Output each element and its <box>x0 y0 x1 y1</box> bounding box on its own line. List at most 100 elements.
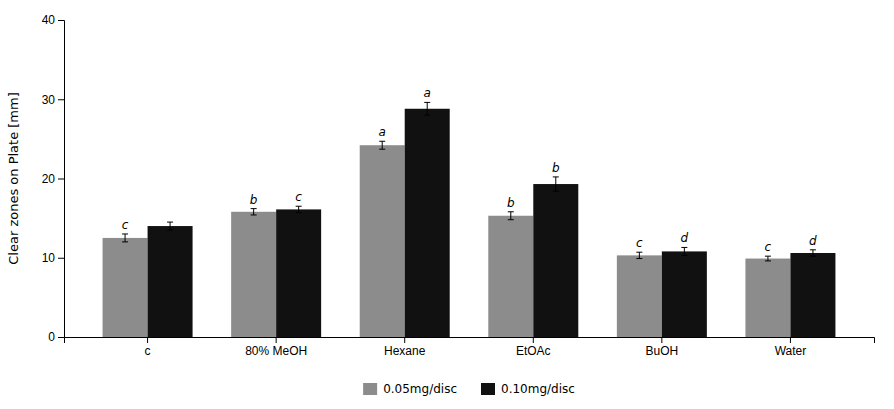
bar-label: c <box>765 240 772 254</box>
error-cap <box>636 252 642 253</box>
error-cap <box>424 115 430 116</box>
error-cap <box>765 260 771 261</box>
legend-label: 0.10mg/disc <box>501 382 575 396</box>
bar <box>790 253 835 337</box>
legend: 0.05mg/disc 0.10mg/disc <box>363 382 575 396</box>
error-cap <box>553 191 559 192</box>
error-line <box>555 177 556 191</box>
error-bar <box>765 256 771 261</box>
bar <box>148 226 193 337</box>
bar <box>103 238 148 337</box>
bar <box>360 145 405 337</box>
tick-label: c <box>145 344 151 358</box>
error-cap <box>379 141 385 142</box>
tick-mark <box>58 337 64 338</box>
bar-label: c <box>295 190 302 204</box>
bar-label: c <box>636 236 643 250</box>
series <box>148 102 836 337</box>
tick-mark <box>58 179 64 180</box>
y-tick: 20 <box>42 172 64 186</box>
bar-label: b <box>552 161 560 175</box>
tick-mark <box>404 337 405 343</box>
tick-mark <box>58 258 64 259</box>
error-cap <box>296 212 302 213</box>
bar-label: d <box>809 234 817 248</box>
bar-label: b <box>250 193 258 207</box>
error-cap <box>810 249 816 250</box>
x-tick: Hexane <box>384 337 426 358</box>
bar-label: b <box>507 196 515 210</box>
tick-mark <box>790 337 791 343</box>
x-tick: Water <box>775 337 807 358</box>
error-bar <box>122 234 128 242</box>
x-axis: c 80% MeOH Hexane EtOAc BuOH Water <box>65 337 875 358</box>
error-cap <box>810 256 816 257</box>
error-line <box>253 209 254 215</box>
error-bar <box>251 209 257 215</box>
error-line <box>170 222 171 230</box>
error-cap <box>251 214 257 215</box>
error-bar <box>296 206 302 212</box>
error-cap <box>508 219 514 220</box>
error-cap <box>122 241 128 242</box>
bar-label: a <box>379 125 386 139</box>
error-bar <box>553 177 559 191</box>
error-line <box>427 102 428 115</box>
x-tick: EtOAc <box>516 337 551 358</box>
x-tick: BuOH <box>646 337 679 358</box>
error-cap <box>296 206 302 207</box>
x-tick: c <box>145 337 151 358</box>
error-bar <box>424 102 430 115</box>
error-line <box>125 234 126 242</box>
chart: 0 10 20 30 40 c 80% MeOH Hexane EtOAc BuOH Water c b… <box>0 0 894 409</box>
error-cap <box>251 208 257 209</box>
x-tick: 80% MeOH <box>245 337 307 358</box>
error-bar <box>810 250 816 256</box>
tick-label: Water <box>775 344 807 358</box>
legend-swatch <box>363 383 377 395</box>
error-line <box>767 256 768 261</box>
plot: 0 10 20 30 40 c 80% MeOH Hexane EtOAc BuOH Water c b… <box>42 13 875 357</box>
y-tick: 10 <box>42 251 64 265</box>
tick-mark <box>58 99 64 100</box>
tick-label: 40 <box>42 13 56 27</box>
error-cap <box>122 233 128 234</box>
marks <box>103 102 836 337</box>
tick-label: 80% MeOH <box>245 344 307 358</box>
y-tick: 30 <box>42 93 64 107</box>
bar <box>231 212 276 337</box>
error-line <box>639 252 640 258</box>
bar-label: a <box>424 86 431 100</box>
axis-title: Clear zones on Plate [mm] <box>6 92 21 265</box>
y-tick: 0 <box>48 330 64 344</box>
error-cap <box>681 255 687 256</box>
y-axis: 0 10 20 30 40 <box>42 13 65 344</box>
error-cap <box>681 247 687 248</box>
tick-label: 30 <box>42 93 56 107</box>
tick-label: 0 <box>48 330 55 344</box>
error-cap <box>424 102 430 103</box>
axis-line <box>65 338 875 344</box>
bar-labels: cbabcccabdd <box>122 86 817 254</box>
bar <box>662 251 707 337</box>
legend-swatch <box>481 383 495 395</box>
bar <box>617 255 662 337</box>
legend-item: 0.10mg/disc <box>481 382 575 396</box>
error-cap <box>553 176 559 177</box>
tick-mark <box>533 337 534 343</box>
error-line <box>382 141 383 149</box>
error-bar <box>508 212 514 220</box>
error-line <box>812 250 813 256</box>
error-cap <box>508 211 514 212</box>
bar <box>745 259 790 337</box>
error-cap <box>765 256 771 257</box>
error-line <box>298 206 299 212</box>
bar <box>533 184 578 337</box>
axis-line <box>58 21 65 338</box>
y-tick: 40 <box>42 13 64 27</box>
legend-label: 0.05mg/disc <box>383 382 457 396</box>
bar <box>488 216 533 337</box>
tick-mark <box>276 337 277 343</box>
tick-label: BuOH <box>646 344 679 358</box>
error-cap <box>379 149 385 150</box>
